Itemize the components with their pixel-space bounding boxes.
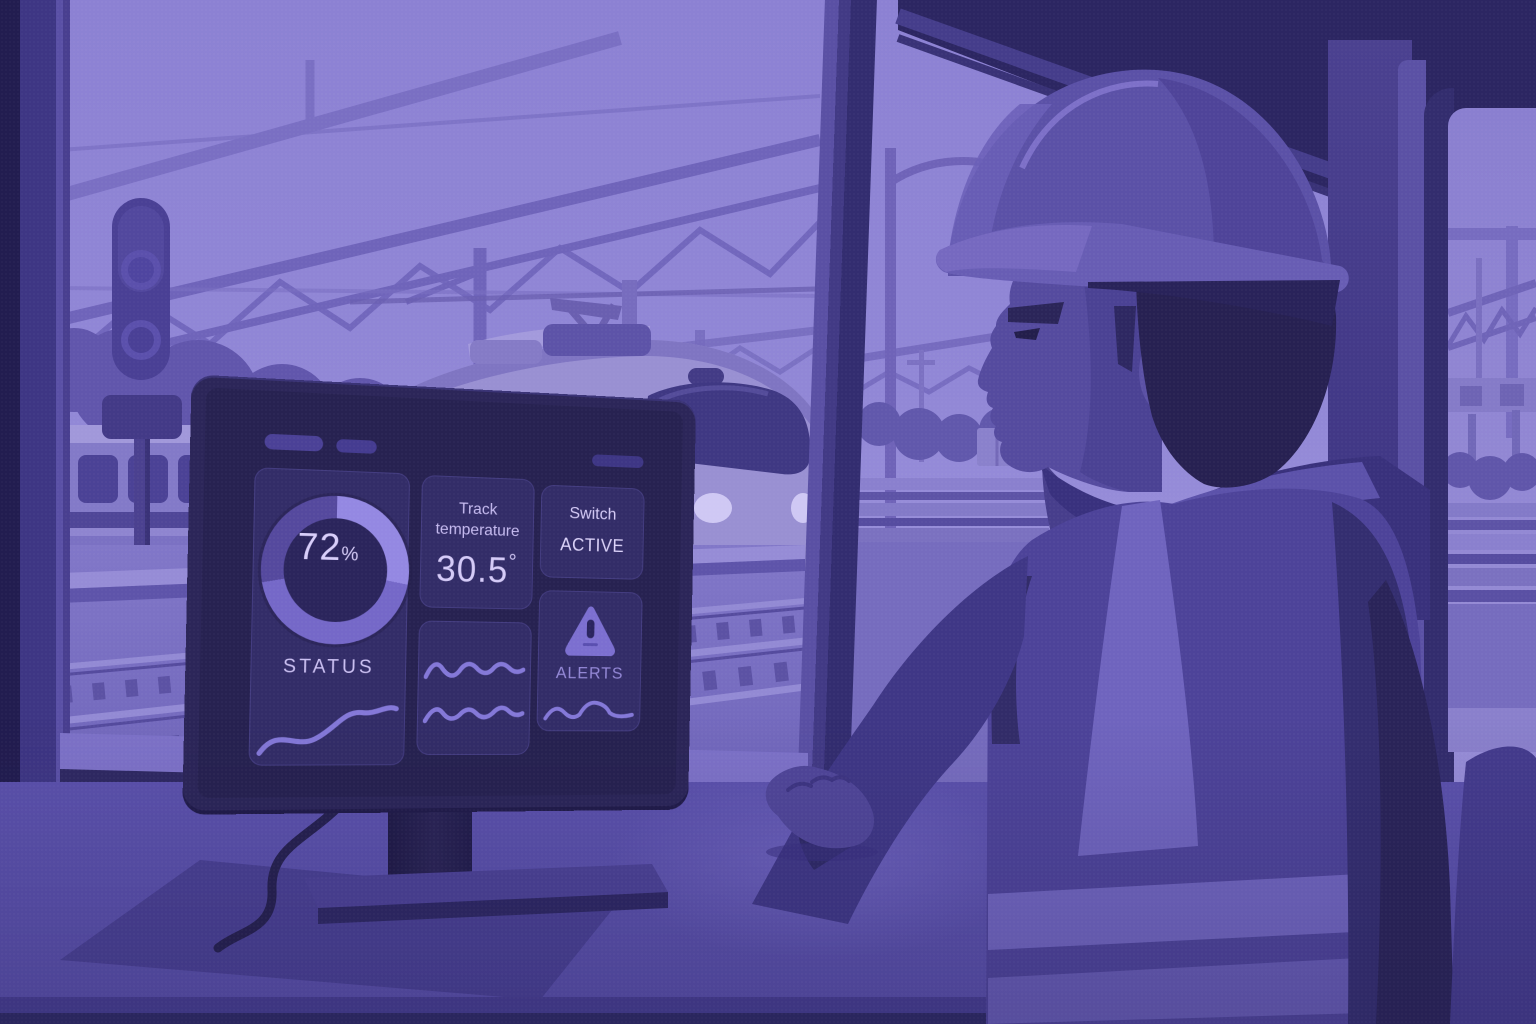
status-unit: % — [341, 543, 359, 566]
track-temperature-label: Track temperature — [421, 497, 535, 543]
vest-stripe — [988, 870, 1436, 950]
hair — [1136, 268, 1337, 488]
track-temperature-value: 30.5° — [420, 547, 534, 592]
dashboard-screen: 72% STATUS Track temperature 30.5° — [197, 387, 684, 799]
right-window — [1448, 108, 1536, 752]
switch-card: Switch ACTIVE — [539, 484, 645, 580]
trend-sparkline — [424, 647, 526, 688]
trend-card — [416, 620, 532, 756]
alerts-label: ALERTS — [555, 663, 624, 683]
status-percentage: 72% — [253, 524, 402, 571]
monitor-stand-base — [304, 864, 668, 924]
window-control-pill — [264, 433, 324, 452]
track-temperature-card: Track temperature 30.5° — [419, 474, 535, 610]
desk-base-shadow — [0, 1013, 1536, 1024]
window-control-pill — [592, 454, 644, 469]
right-window-scene — [1448, 226, 1536, 752]
railway-worker — [752, 69, 1536, 1024]
status-card: 72% STATUS — [248, 467, 411, 766]
eyebrow — [1008, 302, 1064, 324]
worker-arm — [752, 556, 1028, 924]
track-temperature-label-line2: temperature — [435, 520, 520, 541]
monitor-cable — [213, 790, 355, 953]
alerts-card: ALERTS — [536, 590, 643, 732]
alerts-sparkline — [543, 693, 634, 725]
status-value: 72 — [297, 525, 342, 569]
window-control-pill — [336, 438, 377, 454]
control-monitor: 72% STATUS Track temperature 30.5° — [182, 374, 697, 815]
status-label: STATUS — [282, 655, 375, 679]
vest-stripe — [1078, 500, 1198, 856]
temperature-number: 30.5 — [435, 547, 509, 591]
trend-sparkline — [423, 689, 525, 729]
status-sparkline — [255, 690, 401, 762]
eye — [1014, 328, 1040, 340]
temperature-degree-sign: ° — [508, 550, 518, 574]
switch-status: ACTIVE — [559, 534, 625, 557]
warning-triangle-icon — [565, 604, 617, 656]
switch-label: Switch — [569, 503, 617, 524]
